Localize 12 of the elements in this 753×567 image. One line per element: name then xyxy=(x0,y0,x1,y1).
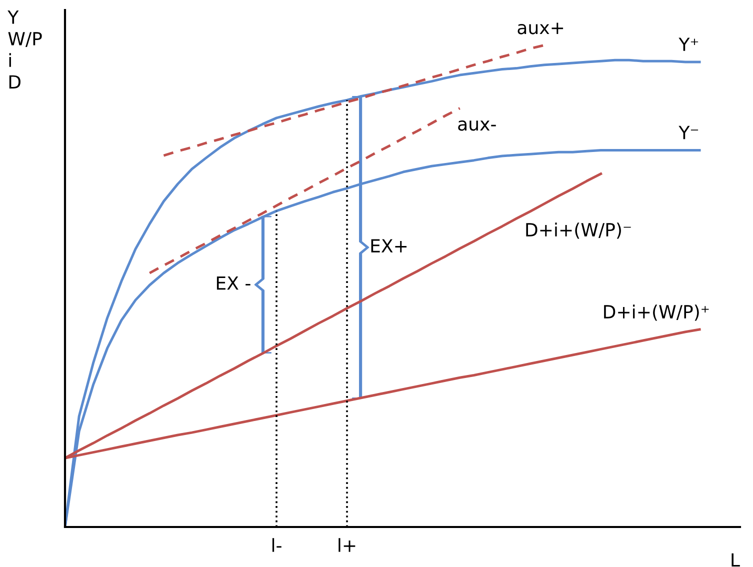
x-axis-title: L xyxy=(732,553,740,567)
series-label: Y⁻ xyxy=(678,126,698,140)
x-tick-label: l+ xyxy=(338,538,356,552)
annotation: EX+ xyxy=(371,239,407,252)
annotation: EX - xyxy=(216,276,250,290)
series-label: Y⁺ xyxy=(678,38,698,51)
series-label: D+i+(W/P)⁺ xyxy=(604,304,709,321)
series-label: aux+ xyxy=(518,22,564,34)
series-label: D+i+(W/P)⁻ xyxy=(526,222,631,239)
series-label: aux- xyxy=(458,120,496,131)
y-axis-title: Y W/P i D xyxy=(8,10,42,88)
x-tick-label: l- xyxy=(272,538,282,552)
